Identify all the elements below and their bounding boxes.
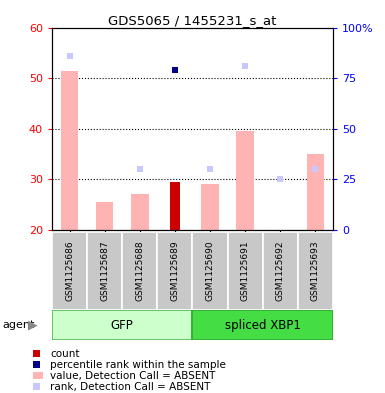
- Text: GSM1125693: GSM1125693: [311, 241, 320, 301]
- Text: agent: agent: [2, 320, 34, 330]
- Text: ▶: ▶: [28, 319, 37, 332]
- Text: GFP: GFP: [111, 319, 134, 332]
- Bar: [298, 232, 333, 310]
- Bar: [61, 70, 78, 230]
- Bar: [236, 131, 254, 230]
- Text: spliced XBP1: spliced XBP1: [225, 319, 301, 332]
- Text: GSM1125690: GSM1125690: [206, 241, 214, 301]
- Text: GSM1125686: GSM1125686: [65, 241, 74, 301]
- Text: GDS5065 / 1455231_s_at: GDS5065 / 1455231_s_at: [108, 14, 277, 27]
- Text: GSM1125692: GSM1125692: [276, 241, 285, 301]
- Bar: [170, 182, 180, 230]
- Text: percentile rank within the sample: percentile rank within the sample: [50, 360, 226, 370]
- Bar: [201, 184, 219, 230]
- Bar: [157, 232, 192, 310]
- Text: GSM1125689: GSM1125689: [171, 241, 179, 301]
- Bar: [131, 195, 149, 230]
- Bar: [263, 232, 298, 310]
- Bar: [228, 232, 263, 310]
- Bar: [122, 232, 157, 310]
- Text: GSM1125691: GSM1125691: [241, 241, 250, 301]
- Bar: [96, 202, 114, 230]
- Text: count: count: [50, 349, 80, 359]
- Text: GSM1125687: GSM1125687: [100, 241, 109, 301]
- Bar: [192, 232, 228, 310]
- Text: value, Detection Call = ABSENT: value, Detection Call = ABSENT: [50, 371, 216, 381]
- Bar: [307, 154, 324, 230]
- Bar: [52, 232, 87, 310]
- Bar: [52, 310, 192, 340]
- Text: GSM1125688: GSM1125688: [135, 241, 144, 301]
- Bar: [192, 310, 333, 340]
- Text: rank, Detection Call = ABSENT: rank, Detection Call = ABSENT: [50, 382, 211, 392]
- Bar: [87, 232, 122, 310]
